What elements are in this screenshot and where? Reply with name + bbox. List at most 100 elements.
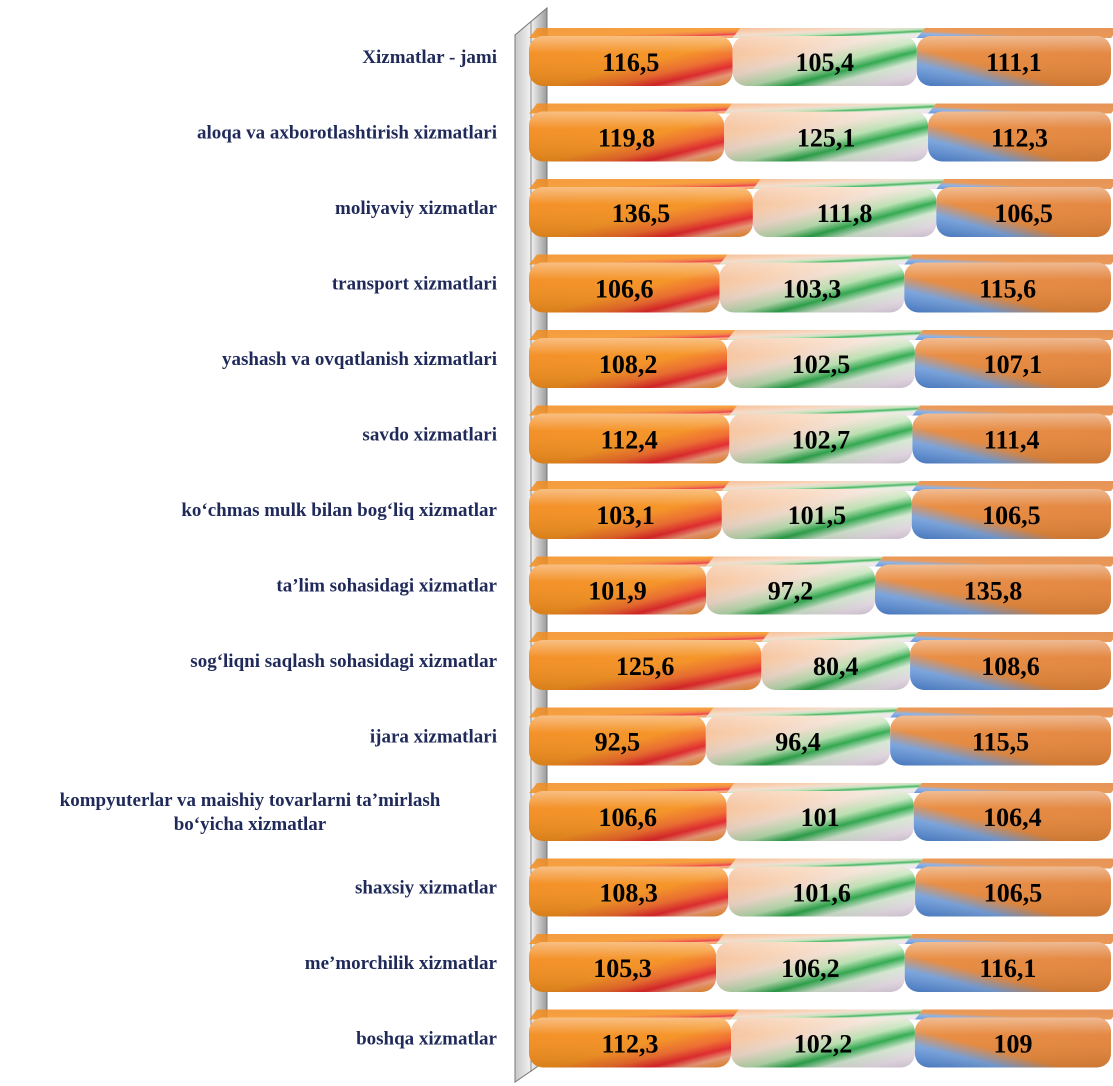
category-label: boshqa xizmatlar [356,1029,497,1050]
bar-segment-series-1 [529,858,737,917]
bar-top-face [761,632,919,642]
bar-segment-series-3 [904,254,1113,313]
bar-segment-series-2 [732,28,925,86]
bar-top-face [915,858,1113,869]
bar-shine [716,942,905,992]
bar-segment-series-3 [904,934,1113,992]
bar-top-face [529,330,736,340]
bar-segment-series-2 [726,783,922,841]
bar-top-face [529,254,728,265]
bar-segment-series-3 [911,481,1113,539]
bar-top-face [914,330,1113,340]
bar-top-face [529,632,770,642]
value-label: 112,4 [601,426,658,455]
bar-segment-series-3 [890,707,1113,766]
category-label: shaxsiy xizmatlar [355,878,498,899]
bar-segment-series-1 [529,556,715,615]
bar-segment-series-3 [914,1009,1113,1068]
bar-shine [529,413,730,464]
value-label: 112,3 [991,124,1048,153]
bar-shine [904,262,1111,313]
category-label: transport xizmatlari [332,274,497,295]
bar-top-face [916,28,1113,38]
bar-segment-series-3 [916,28,1113,86]
bar-top-face [913,783,1113,793]
bar-top-face [904,254,1113,265]
bar-top-face [936,179,1113,189]
bar-shine [910,640,1111,690]
bar-shine [727,338,915,388]
category-label: ko‘chmas mulk bilan bog‘liq xizmatlar [181,500,497,521]
bar-top-face [726,783,922,793]
value-label: 102,5 [792,350,851,379]
bar-shine [705,715,891,766]
bar-segment-series-2 [719,254,913,313]
bar-top-face [529,934,725,944]
value-label: 106,6 [599,803,658,832]
value-label: 80,4 [813,652,859,681]
bar-top-face [724,103,937,114]
bar-top-face [529,783,735,793]
bar-top-face [706,556,884,567]
bar-shine [911,489,1111,539]
bar-segment-series-2 [728,858,924,917]
bar-shine [529,640,762,690]
value-label: 92,5 [595,728,641,757]
value-label: 108,2 [599,350,658,379]
bar-segment-series-2 [724,103,937,162]
bar-top-face [716,934,913,944]
bar-shine [529,338,728,388]
bar-shine [706,564,876,615]
value-label: 107,1 [984,350,1043,379]
bar-segment-series-2 [729,405,921,464]
bar-top-face [719,254,913,265]
bar-segment-series-1 [529,179,761,237]
bar-segment-series-3 [936,179,1113,237]
bar-shine [890,715,1111,766]
bar-top-face [529,481,730,491]
bar-segment-series-2 [731,1009,923,1068]
bar-shine [726,791,914,841]
bar-segment-series-2 [716,934,913,992]
bar-segment-series-2 [727,330,923,388]
bar-shine [916,36,1111,86]
category-label: me’morchilik xizmatlar [305,953,498,974]
bar-top-face [727,330,923,340]
bar-top-face [721,481,920,491]
value-label: 101,5 [788,501,847,530]
bar-top-face [529,405,738,416]
value-label: 119,8 [598,124,655,153]
value-label: 111,8 [817,199,873,228]
bar-top-face [890,707,1113,718]
bar-segment-series-1 [529,632,770,690]
bar-segment-series-2 [706,556,884,615]
value-label: 97,2 [768,577,814,606]
bar-shine [724,111,929,162]
bar-segment-series-1 [529,707,714,766]
bar-shine [529,715,706,766]
bar-top-face [529,556,715,567]
category-label: kompyuterlar va maishiy tovarlarni ta’mi… [60,790,441,811]
bar-shine [529,1017,732,1068]
value-label: 106,5 [984,879,1043,908]
bar-shine [732,36,917,86]
bar-shine [529,791,727,841]
bar-shine [761,640,911,690]
bar-top-face [529,103,733,114]
bar-segment-series-1 [529,481,730,539]
value-label: 136,5 [612,199,671,228]
category-label: ta’lim sohasidagi xizmatlar [276,576,497,597]
bar-top-face [705,707,899,718]
bar-shine [928,111,1111,162]
value-label: 106,2 [781,954,840,983]
category-labels: Xizmatlar - jami aloqa va axborotlashtiri… [60,47,498,1050]
bar-top-face [731,1009,923,1020]
bar-shine [529,564,707,615]
bar-segment-series-3 [910,632,1113,690]
bar-segment-series-2 [721,481,920,539]
bar-shine [752,187,937,237]
value-label: 125,6 [616,652,675,681]
bar-segment-series-3 [915,858,1113,917]
bar-top-face [529,179,761,189]
